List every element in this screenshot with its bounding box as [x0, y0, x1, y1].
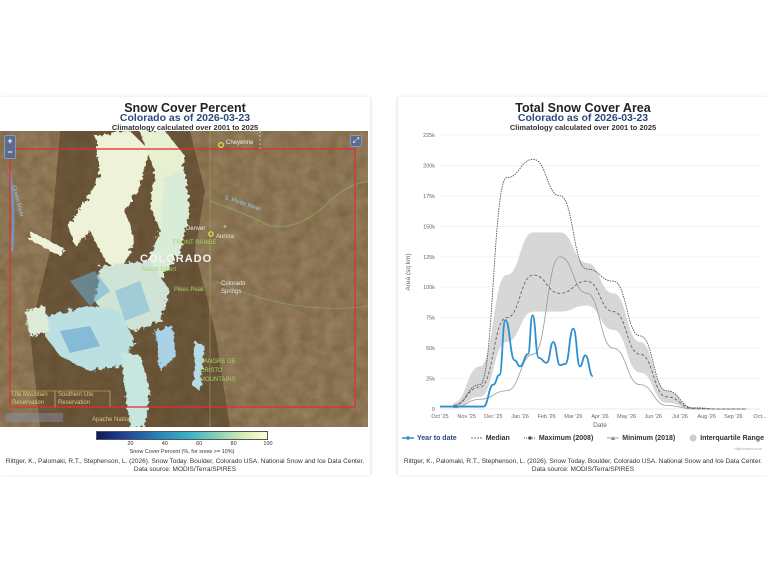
colorbar-tick: 100	[263, 441, 273, 447]
svg-text:Pikes Peak: Pikes Peak	[174, 287, 205, 293]
colorbar-tick: 80	[230, 441, 237, 447]
snow-percent-colorbar	[96, 431, 268, 440]
svg-text:Denver: Denver	[186, 226, 205, 232]
line-marker-icon	[523, 436, 536, 440]
colorbar-tick: 60	[196, 441, 203, 447]
area-marker-icon	[689, 434, 697, 442]
svg-text:Apache Nation: Apache Nation	[92, 417, 131, 423]
map-climatology-note: Climatology calculated over 2001 to 2025	[111, 123, 259, 132]
fullscreen-icon[interactable]: ⤢	[350, 135, 362, 147]
svg-text:Sep '26: Sep '26	[724, 414, 742, 420]
svg-text:Area (sq km): Area (sq km)	[405, 253, 412, 290]
map-subtitle: Colorado as of 2026-03-23	[119, 112, 251, 124]
zoom-out-button[interactable]: −	[7, 147, 13, 157]
legend-interquartile-range[interactable]: Interquartile Range	[689, 434, 764, 442]
svg-text:Ute Mountain: Ute Mountain	[12, 392, 48, 398]
svg-text:COLORADO: COLORADO	[140, 253, 212, 265]
line-marker-icon	[402, 436, 414, 440]
svg-text:Dec '25: Dec '25	[484, 414, 502, 420]
svg-text:0: 0	[432, 407, 435, 413]
svg-text:100k: 100k	[423, 285, 435, 291]
chart-legend: Year to date Median Maximum (2008) Minim…	[398, 434, 768, 442]
svg-text:25k: 25k	[426, 377, 435, 383]
svg-text:Nov '25: Nov '25	[457, 414, 475, 420]
colorbar-tick: 40	[161, 441, 168, 447]
line-marker-icon	[607, 436, 620, 440]
svg-text:Colorado: Colorado	[221, 281, 246, 287]
svg-text:Reservation: Reservation	[58, 400, 90, 406]
svg-text:CRISTO: CRISTO	[200, 368, 223, 374]
legend-median[interactable]: Median	[470, 434, 510, 442]
svg-text:Mount Elbert: Mount Elbert	[142, 267, 176, 273]
line-marker-icon	[470, 437, 483, 439]
map-canvas: Cheyenne S. Platte River Denver Aurora +…	[0, 131, 368, 427]
chart-subtitle: Colorado as of 2026-03-23	[517, 112, 649, 124]
svg-text:Reservation: Reservation	[12, 400, 44, 406]
svg-text:175k: 175k	[423, 194, 435, 200]
svg-text:Oct...: Oct...	[753, 414, 767, 420]
svg-text:Aurora: Aurora	[216, 234, 235, 240]
svg-text:200k: 200k	[423, 163, 435, 169]
svg-text:Jul '26: Jul '26	[672, 414, 688, 420]
svg-text:Springs: Springs	[221, 289, 241, 295]
colorbar-ticks: 20 40 60 80 100	[96, 441, 272, 449]
svg-text:Mar '26: Mar '26	[564, 414, 582, 420]
snow-cover-percent-panel: Snow Cover Percent Colorado as of 2026-0…	[0, 97, 370, 475]
svg-text:75k: 75k	[426, 316, 435, 322]
svg-text:Oct '25: Oct '25	[431, 414, 448, 420]
svg-text:50k: 50k	[426, 346, 435, 352]
total-snow-cover-area-panel: Total Snow Cover Area Colorado as of 202…	[398, 97, 768, 475]
colorbar-label: Snow Cover Percent (%, for snow >= 10%)	[129, 449, 235, 455]
svg-text:Jan '26: Jan '26	[511, 414, 529, 420]
svg-text:Feb '26: Feb '26	[538, 414, 556, 420]
chart-title: Total Snow Cover Area	[515, 101, 651, 115]
snow-area-chart[interactable]: 0 25k 50k 75k 100k 125k 150k 175k 200k 225k Oct '2…	[398, 97, 768, 475]
colorbar-tick: 20	[127, 441, 134, 447]
chart-citation: Rittger, K., Palomaki, R.T., Stephenson,…	[403, 458, 763, 473]
zoom-in-button[interactable]: +	[7, 136, 13, 146]
svg-text:SANGRE DE: SANGRE DE	[200, 359, 235, 365]
legend-minimum[interactable]: Minimum (2018)	[607, 434, 675, 442]
svg-text:MOUNTAINS: MOUNTAINS	[200, 377, 236, 383]
colorado-boundary	[9, 148, 356, 408]
svg-text:Southern Ute: Southern Ute	[58, 392, 94, 398]
svg-text:Jun '26: Jun '26	[645, 414, 663, 420]
legend-maximum[interactable]: Maximum (2008)	[523, 434, 593, 442]
svg-text:Apr '26: Apr '26	[591, 414, 608, 420]
snow-cover-map[interactable]: Cheyenne S. Platte River Denver Aurora +…	[0, 131, 368, 427]
map-title: Snow Cover Percent	[124, 101, 246, 115]
legend-year-to-date[interactable]: Year to date	[402, 434, 457, 442]
svg-text:225k: 225k	[423, 133, 435, 139]
svg-text:+: +	[223, 224, 227, 231]
svg-text:May '26: May '26	[617, 414, 636, 420]
svg-text:Aug '26: Aug '26	[697, 414, 715, 420]
svg-text:125k: 125k	[423, 255, 435, 261]
south-platte-river	[209, 180, 368, 228]
svg-text:FRONT RANGE: FRONT RANGE	[173, 240, 217, 246]
svg-text:Cheyenne: Cheyenne	[226, 140, 254, 146]
svg-text:150k: 150k	[423, 224, 435, 230]
chart-climatology-note: Climatology calculated over 2001 to 2025	[509, 123, 657, 132]
highcharts-credit[interactable]: Highcharts.com	[734, 446, 762, 451]
map-citation: Rittger, K., Palomaki, R.T., Stephenson,…	[5, 458, 365, 473]
svg-text:Date: Date	[593, 422, 607, 429]
map-zoom-control: + −	[4, 135, 16, 159]
